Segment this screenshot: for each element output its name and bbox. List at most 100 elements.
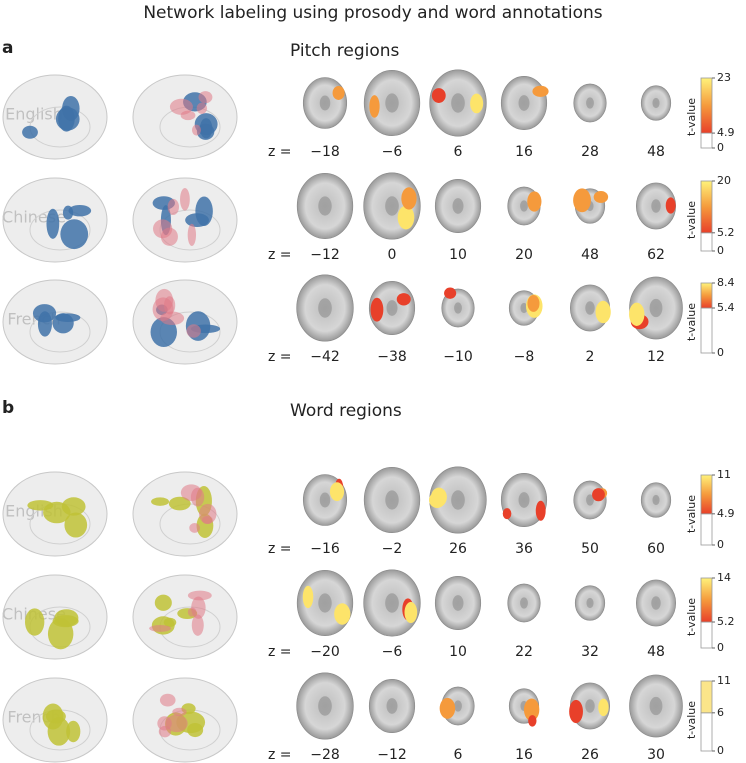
overlay-blob (180, 110, 196, 121)
activation-spot (334, 603, 351, 625)
brain-slice (574, 585, 606, 621)
activation-spot (370, 297, 384, 322)
brain-slice (500, 76, 549, 130)
activation-spot (573, 188, 591, 213)
colorbar-gradient (700, 282, 713, 309)
z-value: 20 (515, 247, 533, 263)
activation-blob (61, 497, 86, 516)
activation-spot (629, 302, 645, 326)
z-value: −18 (310, 144, 340, 160)
activation-spot (470, 93, 484, 114)
slice-ventricle (385, 490, 399, 510)
z-prefix: z = (268, 349, 292, 365)
z-value: −6 (382, 644, 403, 660)
slice-ventricle (319, 95, 331, 111)
slice-ventricle (520, 302, 528, 314)
slice-ventricle (319, 492, 331, 508)
activation-spot (595, 300, 611, 324)
colorbar-tick-label: 23 (717, 71, 731, 84)
slice-ventricle (318, 196, 332, 216)
slice-ventricle (385, 93, 399, 113)
z-value: 48 (581, 247, 599, 263)
brain-slice (573, 480, 608, 520)
z-value: −12 (310, 247, 340, 263)
colorbar-tick-label: 0 (717, 346, 724, 359)
brain-outline (132, 471, 238, 557)
brain-slice (573, 83, 607, 123)
glass-brain (132, 177, 238, 263)
activation-spot (569, 699, 583, 724)
slice-ventricle (520, 200, 528, 212)
slice-ventricle (318, 696, 332, 716)
brain-slice (363, 467, 421, 533)
activation-blob (46, 208, 60, 239)
activation-blob (168, 496, 191, 511)
slice-ventricle (652, 494, 660, 506)
brain-slice (508, 290, 543, 326)
brain-slice (296, 570, 354, 636)
brain-slice (434, 179, 482, 233)
z-value: 50 (581, 541, 599, 557)
colorbar-tick-label: 6 (717, 706, 724, 719)
overlay-blob (189, 523, 201, 533)
activation-blob (45, 709, 66, 724)
colorbar-tick-label: 0 (717, 141, 724, 154)
z-value: 0 (388, 247, 397, 263)
activation-blob (68, 204, 92, 217)
colorbar-tick-label: 0 (717, 641, 724, 654)
slice-ventricle (385, 196, 399, 216)
overlay-blob (159, 693, 176, 707)
z-value: 48 (647, 144, 665, 160)
colorbar-below-threshold (700, 132, 713, 149)
colorbar-label: t-value (685, 701, 698, 739)
activation-spot (397, 205, 415, 230)
z-prefix: z = (268, 747, 292, 763)
z-value: 2 (586, 349, 595, 365)
glass-brain (2, 177, 108, 263)
activation-spot (369, 95, 380, 118)
overlay-blob (199, 503, 217, 524)
slice-ventricle (451, 490, 465, 510)
activation-spot (535, 500, 546, 521)
activation-spot (665, 197, 676, 214)
activation-spot (332, 85, 345, 100)
slice-ventricle (586, 597, 594, 609)
brain-slice (363, 569, 421, 637)
colorbar-tick-label: 0 (717, 744, 724, 757)
colorbar-gradient (700, 680, 713, 714)
colorbar-tick-label: 0 (717, 538, 724, 551)
overlay-blob (152, 297, 174, 321)
activation-spot (302, 585, 314, 609)
glass-brain (2, 677, 108, 763)
slice-ventricle (518, 95, 530, 111)
activation-spot (431, 88, 446, 103)
glass-brain (132, 677, 238, 763)
colorbar-tick-label: 11 (717, 468, 731, 481)
z-value: 48 (647, 644, 665, 660)
slice-ventricle (451, 93, 465, 113)
overlay-blob (158, 725, 172, 738)
overlay-blob (187, 607, 197, 617)
activation-spot (401, 187, 417, 210)
colorbar-tick-label: 5.2 (717, 615, 735, 628)
brain-slice (296, 173, 354, 239)
slice-ventricle (649, 696, 663, 716)
overlay-blob (186, 324, 201, 338)
activation-spot (329, 482, 345, 502)
colorbar-tick-label: 4.9 (717, 126, 735, 139)
z-value: 60 (647, 541, 665, 557)
z-value: 32 (581, 644, 599, 660)
colorbar-tick-label: 8.4 (717, 276, 735, 289)
brain-slice (429, 69, 487, 137)
z-value: −20 (310, 644, 340, 660)
z-prefix: z = (268, 644, 292, 660)
slice-ventricle (652, 97, 660, 109)
brain-slice (640, 482, 672, 518)
brain-slice (508, 688, 540, 727)
panel-title: Word regions (290, 401, 402, 421)
activation-blob (66, 720, 81, 743)
glass-brain (132, 279, 238, 365)
colorbar-gradient (700, 474, 713, 515)
slice-ventricle (585, 699, 595, 713)
colorbar-label: t-value (685, 598, 698, 636)
